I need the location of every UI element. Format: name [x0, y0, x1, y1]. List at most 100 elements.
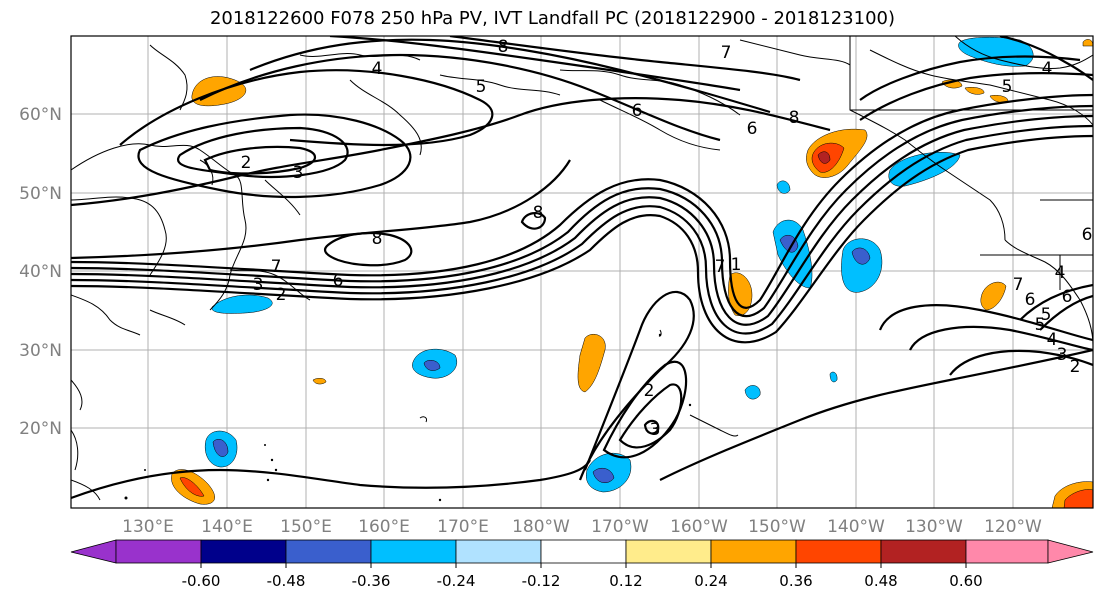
colorbar-tick-label: -0.24 [437, 572, 476, 590]
lon-label: 130°E [122, 517, 174, 537]
colorbar-tick-label: -0.48 [267, 572, 306, 590]
colorbar-segment [625, 539, 712, 564]
contour-label: 5 [1035, 315, 1046, 335]
anomaly-negative [211, 294, 273, 314]
colorbar-ticks [200, 563, 967, 568]
colorbar-tick-label: 0.12 [609, 572, 642, 590]
lon-label: 120°W [984, 517, 1042, 537]
map-panel: 8 4 5 6 7 2 3 8 8 7 6 3 2 7 2 3 6 8 6 5 … [71, 36, 1093, 508]
anomaly-negative [851, 247, 871, 265]
colorbar-tick-label: 0.24 [694, 572, 727, 590]
lon-label: 150°W [748, 517, 806, 537]
lon-label: 130°W [905, 517, 963, 537]
latitude-labels: 60°N 50°N 40°N 30°N 20°N [19, 105, 62, 439]
contour-label: 6 [333, 271, 344, 291]
lon-label: 160°E [358, 517, 410, 537]
contour-label: 6 [1082, 225, 1093, 245]
contour-label: 8 [789, 108, 800, 128]
colorbar-segment [880, 539, 967, 564]
contour-label: 8 [498, 37, 509, 57]
anomaly-positive [179, 477, 205, 497]
colorbar [70, 539, 1094, 564]
colorbar-tick-label: -0.36 [352, 572, 391, 590]
contour-label: 2 [276, 285, 287, 305]
anomaly-positive [964, 86, 985, 95]
map-gridlines [71, 36, 1093, 508]
contour-label: 6 [1025, 290, 1036, 310]
lat-label: 50°N [19, 184, 62, 204]
contour-label: 1 [731, 255, 742, 275]
lon-label: 150°E [280, 517, 332, 537]
anomaly-positive [577, 334, 606, 393]
colorbar-segment [540, 539, 627, 564]
contour-label: 3 [650, 420, 661, 440]
anomaly-negative [744, 385, 761, 400]
anomaly-negative [423, 360, 441, 371]
contour-label: 6 [632, 101, 643, 121]
colorbar-segment [115, 539, 202, 564]
contour-label: 4 [372, 59, 383, 79]
lon-label: 170°W [591, 517, 649, 537]
anomaly-positive [980, 281, 1007, 311]
contour-label: 8 [533, 203, 544, 223]
lon-label: 140°E [201, 517, 253, 537]
contour-label: 5 [1002, 77, 1013, 97]
islands [124, 333, 692, 502]
anomaly-negative [592, 467, 615, 484]
contour-label: 7 [1013, 275, 1024, 295]
anomaly-positive [312, 378, 327, 385]
contour-label: 6 [747, 119, 758, 139]
longitude-labels: 130°E 140°E 150°E 160°E 170°E 180°W 170°… [122, 517, 1042, 537]
contour-label: 2 [644, 381, 655, 401]
colorbar-segment [710, 539, 797, 564]
lat-label: 40°N [19, 262, 62, 282]
contour-label: 5 [1041, 305, 1052, 325]
contour-label: 5 [476, 77, 487, 97]
anomaly-negative [212, 439, 229, 457]
contour-label: 8 [372, 229, 383, 249]
contour-label: 4 [1047, 330, 1058, 350]
contour-label: 7 [721, 43, 732, 63]
lat-label: 20°N [19, 419, 62, 439]
colorbar-tick-label: 0.60 [949, 572, 982, 590]
contour-label: 3 [253, 275, 264, 295]
map-frame [70, 35, 1094, 509]
colorbar-segment [965, 539, 1049, 564]
pv-contours [71, 36, 1093, 500]
contour-label: 3 [1057, 345, 1068, 365]
contour-label: 3 [293, 163, 304, 183]
anomaly-negative [779, 234, 799, 253]
anomaly-negative [841, 238, 883, 293]
anomaly-positive [1082, 39, 1093, 47]
colorbar-tick-labels: -0.60 -0.48 -0.36 -0.24 -0.12 0.12 0.24 … [182, 572, 983, 590]
contour-label: 7 [715, 257, 726, 277]
contour-label: 4 [1042, 59, 1053, 79]
anomaly-positive [817, 151, 831, 164]
colorbar-tick-label: 0.48 [864, 572, 897, 590]
anomaly-positive [728, 272, 753, 316]
contour-labels: 8 4 5 6 7 2 3 8 8 7 6 3 2 7 2 3 6 8 6 5 … [241, 37, 1093, 440]
colorbar-tick-label: 0.36 [779, 572, 812, 590]
colorbar-segment [795, 539, 882, 564]
contour-label: 4 [1055, 263, 1066, 283]
lat-label: 60°N [19, 105, 62, 125]
colorbar-segment [455, 539, 542, 564]
anomaly-positive [1063, 489, 1093, 508]
colorbar-extend-low [70, 539, 117, 564]
colorbar-segment [285, 539, 372, 564]
colorbar-segment [370, 539, 457, 564]
contour-label: 2 [1070, 357, 1081, 377]
colorbar-tick-label: -0.12 [522, 572, 561, 590]
coastlines [71, 36, 1093, 501]
colorbar-extend-high [1047, 539, 1094, 564]
colorbar-segment [200, 539, 287, 564]
anomaly-negative [776, 180, 791, 194]
contour-label: 7 [271, 257, 282, 277]
lat-label: 30°N [19, 341, 62, 361]
lon-label: 170°E [437, 517, 489, 537]
map-title: 2018122600 F078 250 hPa PV, IVT Landfall… [209, 8, 896, 29]
lon-label: 180°W [512, 517, 570, 537]
lon-label: 160°W [670, 517, 728, 537]
anomaly-negative [829, 371, 838, 383]
